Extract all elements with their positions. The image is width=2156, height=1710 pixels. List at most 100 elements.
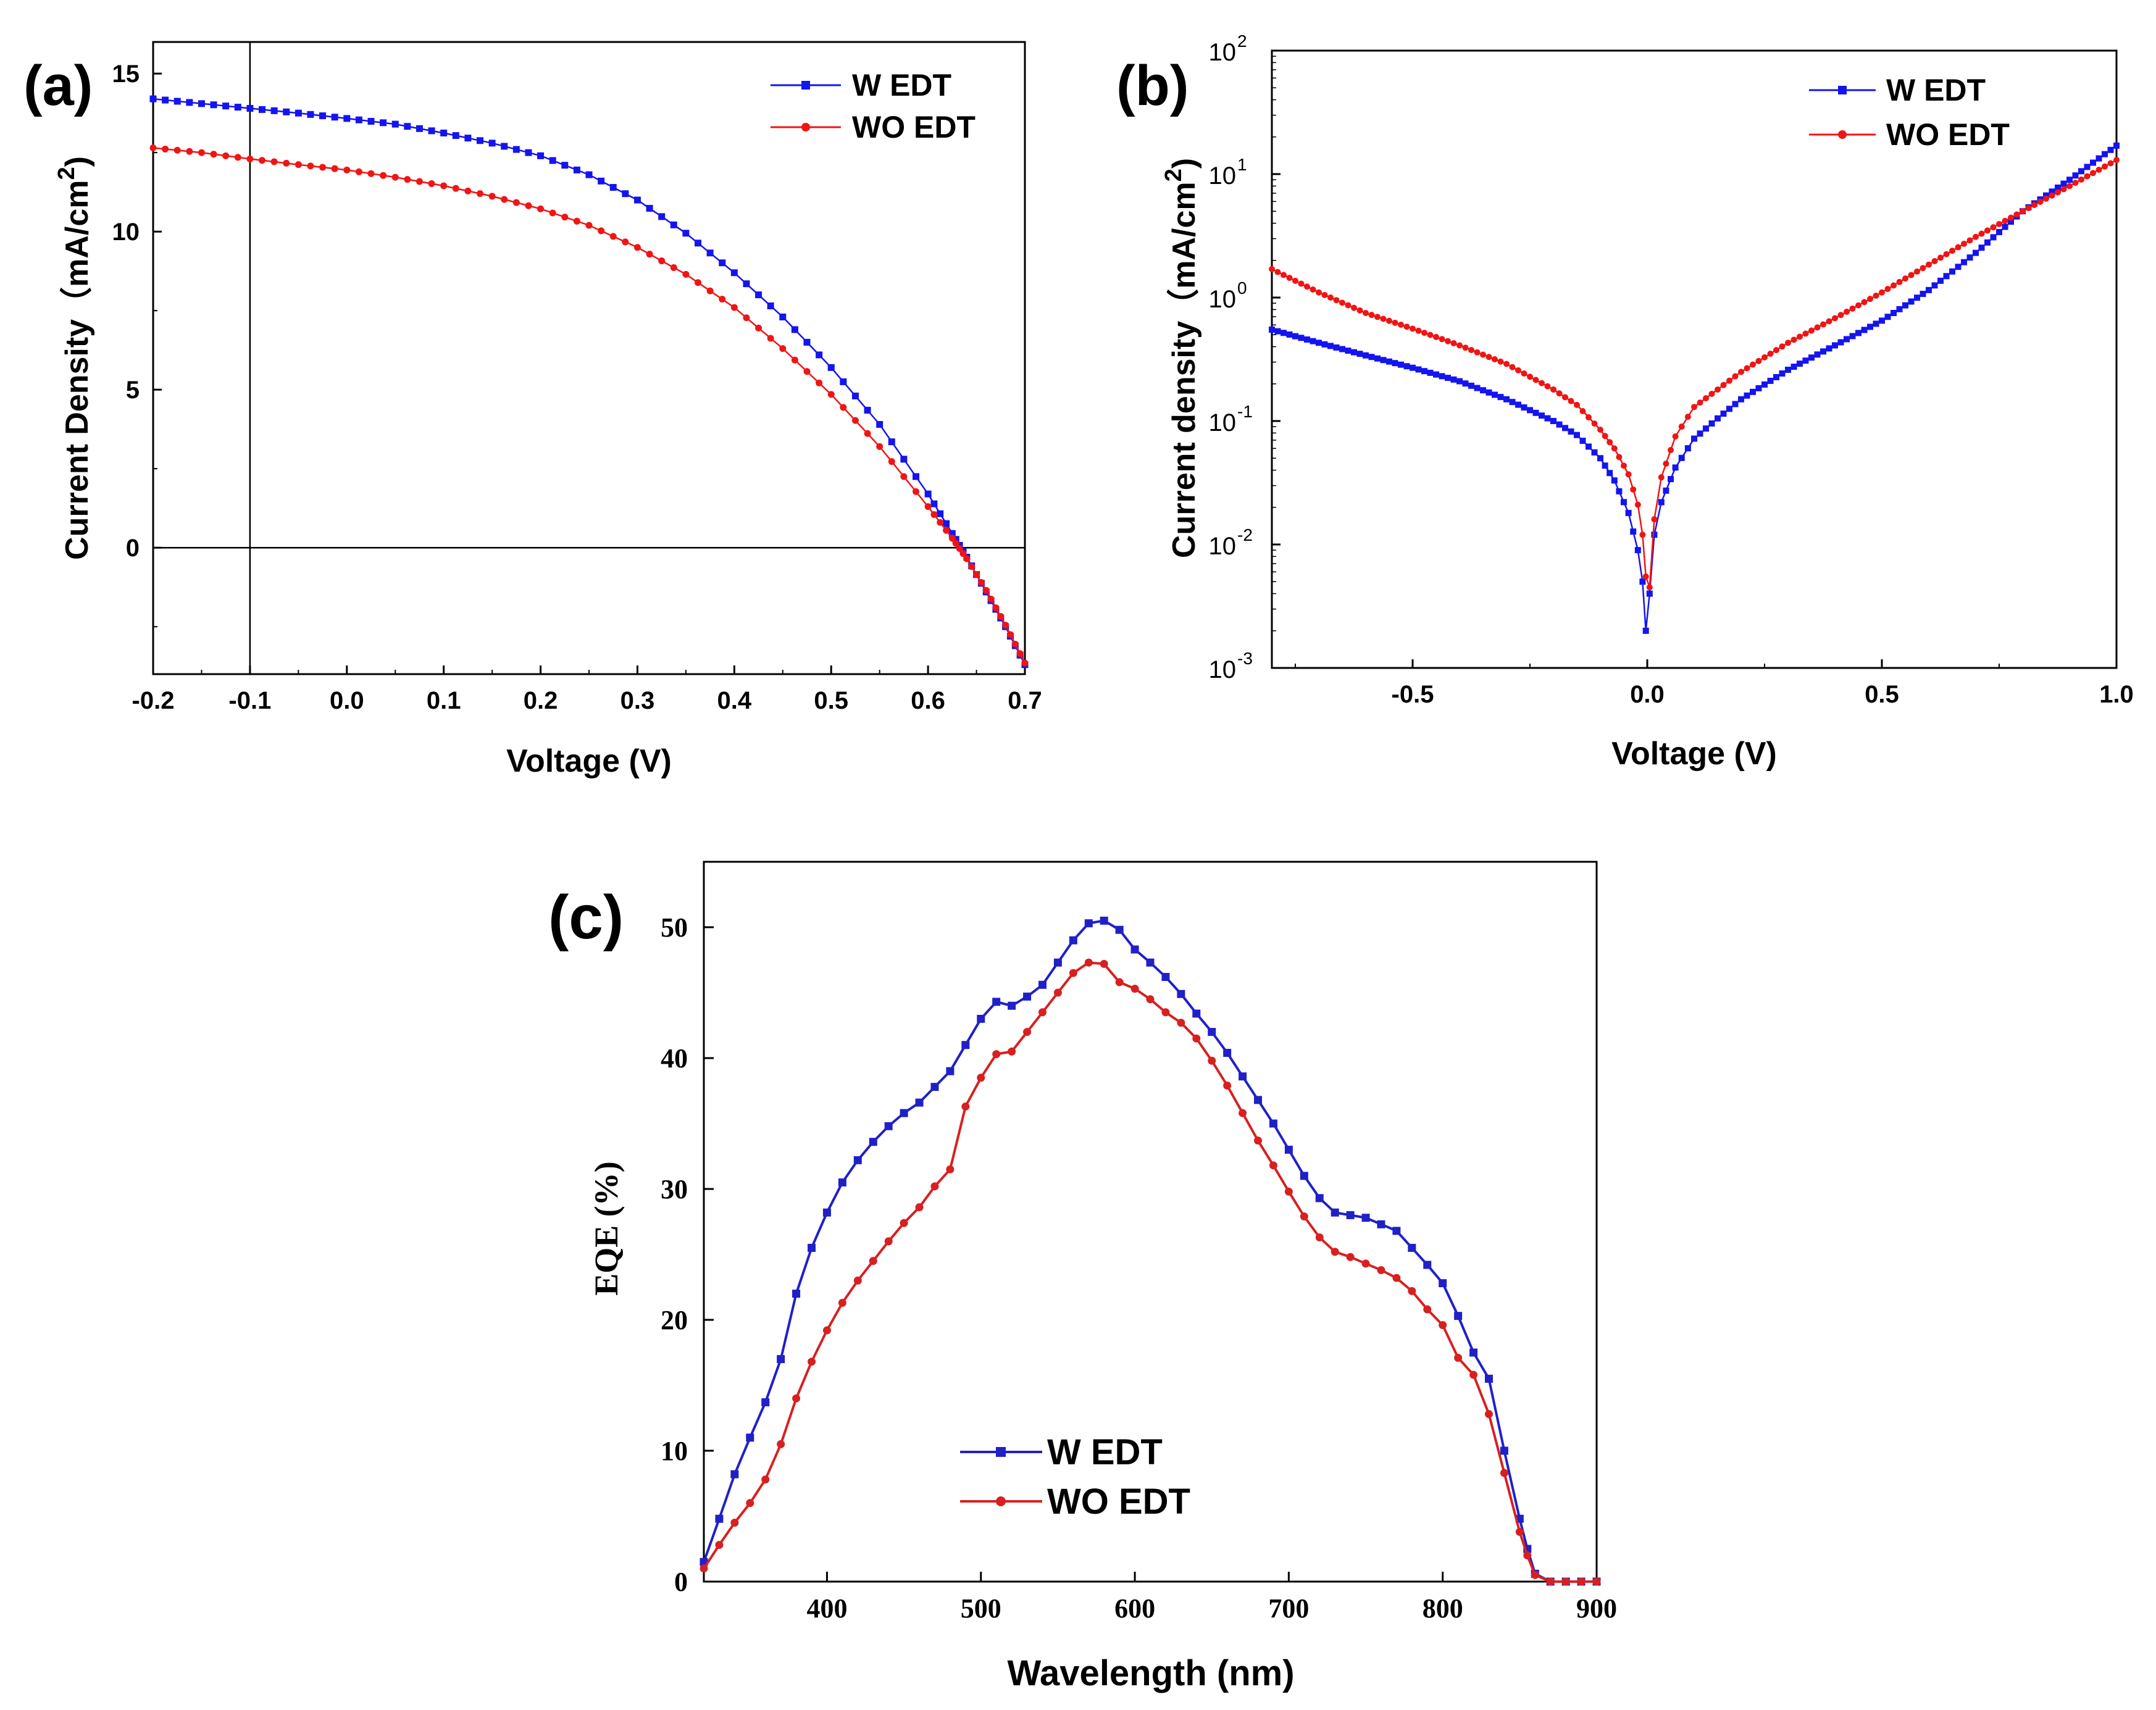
data-point: [1744, 365, 1750, 372]
data-point: [1955, 244, 1962, 251]
panel-a-x-tick-label: 0.1: [427, 687, 461, 714]
data-point: [1844, 336, 1850, 343]
data-point: [808, 1358, 816, 1366]
data-point: [1926, 261, 1932, 268]
data-point: [1223, 1082, 1232, 1090]
data-point: [695, 240, 701, 247]
data-point: [1891, 282, 1897, 289]
panel-b-y-tick-exponent: 1: [1237, 155, 1247, 174]
data-point: [670, 221, 677, 228]
data-point: [246, 155, 254, 162]
data-point: [367, 170, 375, 177]
data-point: [1038, 980, 1047, 989]
data-point: [561, 162, 569, 169]
data-point: [827, 391, 835, 398]
data-point: [1403, 323, 1410, 330]
series-line: [1271, 144, 2117, 631]
panel-c-y-axis-label: EQE (%): [588, 1161, 625, 1296]
data-point: [779, 345, 787, 352]
data-point: [2013, 211, 2020, 218]
data-point: [1515, 367, 1521, 373]
data-point: [2008, 219, 2014, 225]
data-point: [937, 510, 944, 517]
data-point: [803, 368, 811, 375]
data-point: [2060, 186, 2067, 193]
data-point: [1361, 1214, 1370, 1222]
data-point: [1531, 1570, 1539, 1579]
data-point: [1855, 330, 1861, 336]
data-point: [1192, 1034, 1201, 1043]
data-point: [1672, 433, 1679, 440]
panel-c-x-tick-label: 900: [1576, 1593, 1617, 1624]
data-point: [2102, 151, 2108, 157]
legend-label: WO EDT: [1886, 117, 2010, 152]
data-point: [884, 1237, 893, 1246]
data-point: [1597, 427, 1603, 433]
data-point: [1492, 391, 1498, 398]
data-point: [1427, 332, 1434, 338]
data-point: [1577, 1577, 1586, 1586]
data-point: [1826, 345, 1832, 352]
data-point: [1433, 371, 1439, 378]
data-point: [959, 550, 967, 557]
data-point: [1515, 401, 1521, 408]
data-point: [1978, 244, 1985, 251]
data-point: [1439, 1320, 1447, 1329]
data-point: [1621, 462, 1627, 469]
data-point: [1708, 391, 1715, 398]
data-point: [149, 144, 157, 152]
data-point: [1327, 294, 1334, 301]
data-point: [992, 604, 1000, 611]
data-point: [1084, 919, 1093, 928]
data-point: [1161, 1008, 1170, 1017]
data-point: [1410, 364, 1416, 371]
data-point: [1744, 392, 1750, 399]
data-point: [1130, 945, 1139, 954]
data-point: [1908, 298, 1915, 305]
panel-a-y-tick-label: 10: [112, 219, 140, 246]
data-point: [1663, 461, 1669, 467]
data-point: [1726, 377, 1732, 384]
data-point: [876, 421, 884, 428]
data-point: [1130, 985, 1139, 993]
data-point: [746, 1499, 754, 1508]
data-point: [1625, 471, 1632, 478]
data-point: [1300, 1172, 1308, 1180]
data-point: [1861, 299, 1868, 306]
data-point: [1586, 414, 1592, 421]
data-point: [1439, 373, 1445, 380]
data-point: [864, 406, 871, 414]
data-point: [234, 154, 241, 161]
data-point: [1902, 302, 1908, 309]
data-point: [1304, 336, 1310, 343]
panel-a-x-tick-label: 0.5: [814, 687, 848, 714]
data-point: [1797, 333, 1803, 340]
data-point: [1521, 370, 1527, 377]
data-point: [1949, 268, 1955, 275]
data-point: [851, 417, 859, 424]
data-point: [1937, 277, 1944, 284]
panel-c-y-tick-label: 30: [661, 1174, 688, 1204]
data-point: [561, 214, 569, 221]
panel-c-ticks: 400 500 600 700 800 900 0 10 20 30 40 50: [661, 912, 1617, 1624]
data-point: [1333, 344, 1340, 351]
data-point: [1616, 488, 1623, 494]
data-point: [1485, 354, 1492, 361]
data-point: [1468, 382, 1474, 389]
data-point: [1591, 449, 1598, 456]
panel-a-y-tick-label: 15: [112, 60, 140, 88]
data-point: [452, 185, 459, 192]
data-point: [1966, 237, 1973, 244]
data-point: [888, 438, 895, 446]
data-point: [1920, 265, 1926, 272]
data-point: [1844, 309, 1850, 315]
data-point: [1562, 394, 1568, 401]
data-point: [1368, 312, 1375, 319]
data-point: [1356, 351, 1363, 357]
data-point: [992, 998, 1001, 1006]
panel-b-legend: W EDT WO EDT: [1809, 73, 2010, 152]
data-point: [1579, 438, 1586, 444]
panel-c-legend: W EDT WO EDT: [960, 1432, 1190, 1522]
data-point: [1966, 254, 1973, 261]
data-point: [2049, 192, 2055, 199]
